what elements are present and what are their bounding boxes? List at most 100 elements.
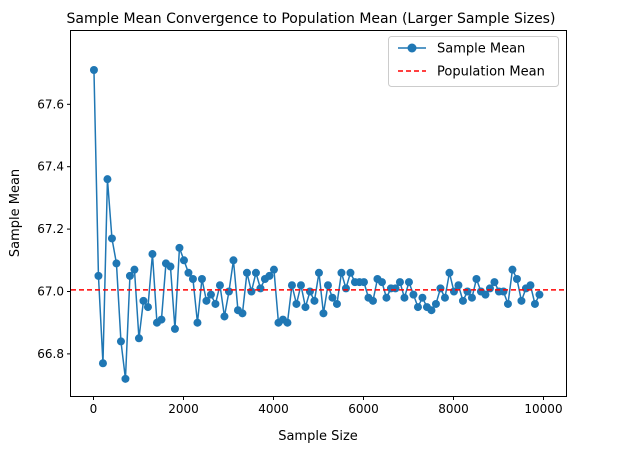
y-tick-label: 67.4	[37, 160, 64, 174]
data-point	[103, 175, 112, 184]
y-tick-label: 67.2	[37, 222, 64, 236]
series-line-sample-mean	[93, 69, 541, 379]
data-point	[328, 293, 337, 302]
data-point	[112, 259, 121, 268]
data-point	[242, 268, 251, 277]
y-tick-label: 67.0	[37, 284, 64, 298]
legend-label-sample-mean: Sample Mean	[437, 42, 525, 57]
data-point	[202, 296, 211, 305]
data-point	[503, 299, 512, 308]
data-point	[166, 262, 175, 271]
data-point	[404, 278, 413, 287]
data-point	[400, 293, 409, 302]
x-tick-label: 2000	[168, 402, 199, 416]
data-point	[305, 287, 314, 296]
data-point	[292, 299, 301, 308]
data-point	[139, 296, 148, 305]
y-axis: 66.8 67.0 67.2 67.4 67.6	[37, 97, 71, 361]
data-point	[157, 315, 166, 324]
data-point	[359, 278, 368, 287]
data-point	[121, 374, 130, 383]
x-tick-label: 6000	[348, 402, 379, 416]
data-point	[458, 296, 467, 305]
legend-label-population-mean: Population Mean	[437, 65, 545, 80]
y-tick-label: 66.8	[37, 347, 64, 361]
plot-area	[71, 66, 566, 383]
data-point	[368, 296, 377, 305]
data-point	[382, 293, 391, 302]
data-point	[445, 268, 454, 277]
y-tick-label: 67.6	[37, 97, 64, 111]
x-axis-label: Sample Size	[278, 429, 358, 444]
data-point	[179, 256, 188, 265]
data-point	[107, 234, 116, 243]
data-point	[310, 296, 319, 305]
data-point	[314, 268, 323, 277]
data-point	[251, 268, 260, 277]
data-point	[175, 243, 184, 252]
data-point	[148, 250, 157, 259]
data-point	[481, 290, 490, 299]
x-tick-label: 4000	[258, 402, 289, 416]
data-point	[337, 268, 346, 277]
data-point	[215, 281, 224, 290]
x-tick-label: 10000	[524, 402, 562, 416]
data-point	[256, 284, 265, 293]
data-point	[319, 309, 328, 318]
data-point	[143, 303, 152, 312]
data-point	[418, 293, 427, 302]
data-point	[224, 287, 233, 296]
data-point	[472, 275, 481, 284]
data-point	[98, 359, 107, 368]
data-point	[193, 318, 202, 327]
data-point	[134, 334, 143, 343]
data-point	[512, 275, 521, 284]
axes-frame	[70, 30, 567, 397]
data-point	[526, 281, 535, 290]
data-point	[220, 312, 229, 321]
data-point	[238, 309, 247, 318]
data-point	[265, 271, 274, 280]
data-point	[427, 306, 436, 315]
data-point	[413, 303, 422, 312]
data-point	[431, 299, 440, 308]
data-point	[409, 290, 418, 299]
data-point	[89, 66, 98, 74]
data-point	[130, 265, 139, 274]
data-point	[467, 293, 476, 302]
x-axis: 0 2000 4000 6000 8000 10000	[90, 396, 563, 416]
data-point	[287, 281, 296, 290]
data-point	[188, 275, 197, 284]
data-point	[229, 256, 238, 265]
data-point	[341, 284, 350, 293]
chart-title: Sample Mean Convergence to Population Me…	[67, 11, 556, 27]
data-point	[499, 287, 508, 296]
legend: Sample Mean Population Mean	[388, 36, 559, 87]
data-point	[301, 303, 310, 312]
data-point	[535, 290, 544, 299]
data-point	[454, 281, 463, 290]
data-point	[94, 271, 103, 280]
legend-marker-sample-mean	[407, 43, 417, 53]
x-tick-label: 0	[90, 402, 98, 416]
data-point	[436, 284, 445, 293]
data-point	[323, 281, 332, 290]
data-point	[508, 265, 517, 274]
data-point	[346, 268, 355, 277]
data-point	[197, 275, 206, 284]
data-point	[247, 287, 256, 296]
data-point	[211, 299, 220, 308]
data-point	[184, 268, 193, 277]
data-point	[440, 293, 449, 302]
data-point	[377, 278, 386, 287]
x-tick-label: 8000	[438, 402, 469, 416]
y-axis-label: Sample Mean	[8, 169, 23, 257]
data-point	[170, 324, 179, 333]
data-point	[116, 337, 125, 346]
data-point	[269, 265, 278, 274]
data-point	[296, 281, 305, 290]
legend-box	[388, 36, 559, 87]
data-point	[283, 318, 292, 327]
data-point	[206, 290, 215, 299]
